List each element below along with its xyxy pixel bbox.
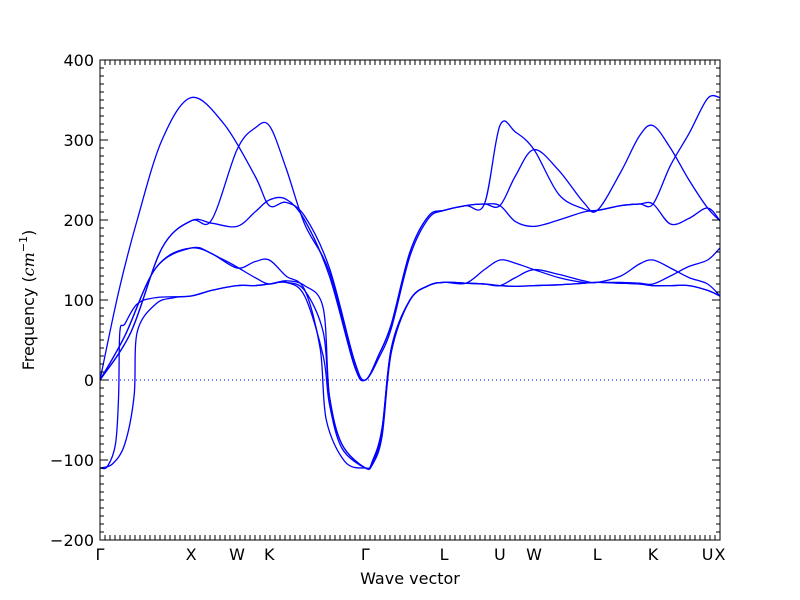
x-tick-label: X <box>186 545 197 564</box>
band-line-4 <box>99 247 721 470</box>
y-axis-label-exponent: −1 <box>17 236 30 252</box>
plot-frame <box>99 59 721 541</box>
y-axis-label-suffix: ) <box>19 230 38 236</box>
y-tick-label: 100 <box>63 291 94 310</box>
x-tick-label: L <box>593 545 602 564</box>
band-line-6 <box>99 281 721 471</box>
x-tick-label: W <box>229 545 245 564</box>
band-line-7 <box>99 281 721 470</box>
y-axis-label-prefix: Frequency ( <box>19 276 38 370</box>
x-axis-label: Wave vector <box>360 569 460 588</box>
y-tick-label: 200 <box>63 211 94 230</box>
y-axis-ticks: −200 −100 0 100 200 300 400 <box>50 51 720 550</box>
band-line-2 <box>99 94 721 382</box>
x-tick-label: K <box>264 545 275 564</box>
x-tick-label: K <box>648 545 659 564</box>
x-tick-label: W <box>526 545 542 564</box>
y-axis-label-unit: cm <box>19 252 38 276</box>
y-tick-label: 300 <box>63 131 94 150</box>
y-tick-label: 400 <box>63 51 94 70</box>
band-line-1 <box>99 96 721 381</box>
x-tick-label: Γ <box>361 545 370 564</box>
y-axis-label: Frequency (cm−1) <box>17 230 38 371</box>
y-tick-label: −200 <box>50 531 94 550</box>
x-tick-label: L <box>440 545 449 564</box>
y-tick-label: 0 <box>84 371 94 390</box>
x-tick-label: U <box>702 545 714 564</box>
band-line-3 <box>99 196 721 382</box>
y-tick-label: −100 <box>50 451 94 470</box>
x-tick-label: X <box>715 545 726 564</box>
band-line-5 <box>99 246 721 469</box>
band-lines <box>99 94 721 471</box>
x-tick-label: U <box>494 545 506 564</box>
x-tick-label: Γ <box>96 545 105 564</box>
